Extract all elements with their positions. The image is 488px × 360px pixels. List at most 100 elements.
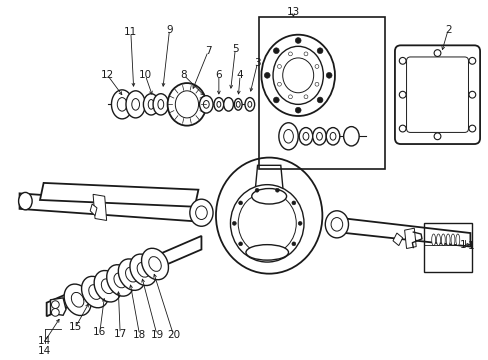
Circle shape [232,221,236,225]
Text: 7: 7 [204,46,211,56]
Circle shape [264,72,269,78]
Circle shape [314,82,318,86]
Circle shape [238,242,242,246]
Text: 1: 1 [467,240,473,251]
Circle shape [277,82,281,86]
Ellipse shape [247,102,251,107]
Ellipse shape [343,127,358,146]
Text: 9: 9 [166,25,172,35]
Circle shape [275,188,279,192]
Text: 17: 17 [113,329,126,339]
Ellipse shape [117,98,127,111]
Ellipse shape [272,46,323,104]
Ellipse shape [312,127,325,145]
Ellipse shape [441,234,445,246]
Text: 11: 11 [124,27,137,37]
Ellipse shape [251,189,286,204]
Ellipse shape [137,262,149,277]
Text: 6: 6 [215,70,222,80]
Ellipse shape [130,254,157,285]
Circle shape [433,133,440,140]
Ellipse shape [216,158,322,274]
Ellipse shape [148,99,154,109]
Bar [423,223,471,272]
Circle shape [314,64,318,68]
Circle shape [433,50,440,57]
Circle shape [275,255,279,258]
Ellipse shape [203,100,209,108]
Circle shape [51,309,59,316]
Ellipse shape [236,102,240,107]
Ellipse shape [431,234,435,246]
Ellipse shape [316,132,322,140]
Ellipse shape [234,99,242,110]
Ellipse shape [64,284,91,315]
Circle shape [317,48,323,54]
Ellipse shape [126,91,145,118]
Ellipse shape [330,217,342,231]
Circle shape [255,255,259,258]
Ellipse shape [141,248,168,280]
Circle shape [288,95,292,99]
Circle shape [468,91,475,98]
Ellipse shape [223,98,233,111]
Text: 1: 1 [458,240,465,249]
Ellipse shape [282,58,313,93]
Text: 18: 18 [133,330,146,339]
Circle shape [304,95,307,99]
Ellipse shape [450,234,454,246]
Circle shape [273,48,279,54]
Ellipse shape [71,292,83,307]
Circle shape [399,125,405,132]
Ellipse shape [81,276,108,308]
Polygon shape [254,165,283,211]
Circle shape [317,97,323,103]
Circle shape [295,107,301,113]
Circle shape [295,37,301,44]
Ellipse shape [261,35,334,116]
Ellipse shape [283,130,293,143]
Circle shape [399,91,405,98]
Ellipse shape [245,245,288,260]
Ellipse shape [19,192,32,210]
Bar [259,17,385,169]
Circle shape [273,97,279,103]
Text: 2: 2 [444,25,450,35]
Circle shape [304,52,307,56]
Text: 14: 14 [38,346,51,356]
Text: 14: 14 [38,336,51,346]
Circle shape [255,188,259,192]
Circle shape [325,72,331,78]
Ellipse shape [238,192,296,254]
Ellipse shape [114,273,126,288]
Ellipse shape [244,98,254,111]
Polygon shape [50,298,66,315]
Text: 15: 15 [69,322,82,332]
Ellipse shape [446,234,449,246]
Text: 19: 19 [150,330,163,339]
Ellipse shape [217,102,221,107]
Text: 16: 16 [93,327,106,337]
Ellipse shape [199,96,213,113]
Polygon shape [90,204,97,216]
Text: 3: 3 [254,58,260,68]
Text: 4: 4 [236,70,243,80]
Ellipse shape [189,199,213,226]
Ellipse shape [303,132,308,140]
Ellipse shape [278,123,298,150]
Circle shape [468,125,475,132]
Ellipse shape [125,267,138,282]
Ellipse shape [148,257,161,271]
Ellipse shape [325,127,339,145]
Ellipse shape [195,206,207,220]
Ellipse shape [230,185,304,262]
Ellipse shape [175,91,198,118]
Ellipse shape [158,99,163,109]
Ellipse shape [214,98,223,111]
Ellipse shape [153,94,168,115]
Text: 20: 20 [166,330,180,339]
Polygon shape [336,217,469,247]
Ellipse shape [111,90,132,119]
Text: 8: 8 [181,70,187,80]
Ellipse shape [118,259,145,291]
